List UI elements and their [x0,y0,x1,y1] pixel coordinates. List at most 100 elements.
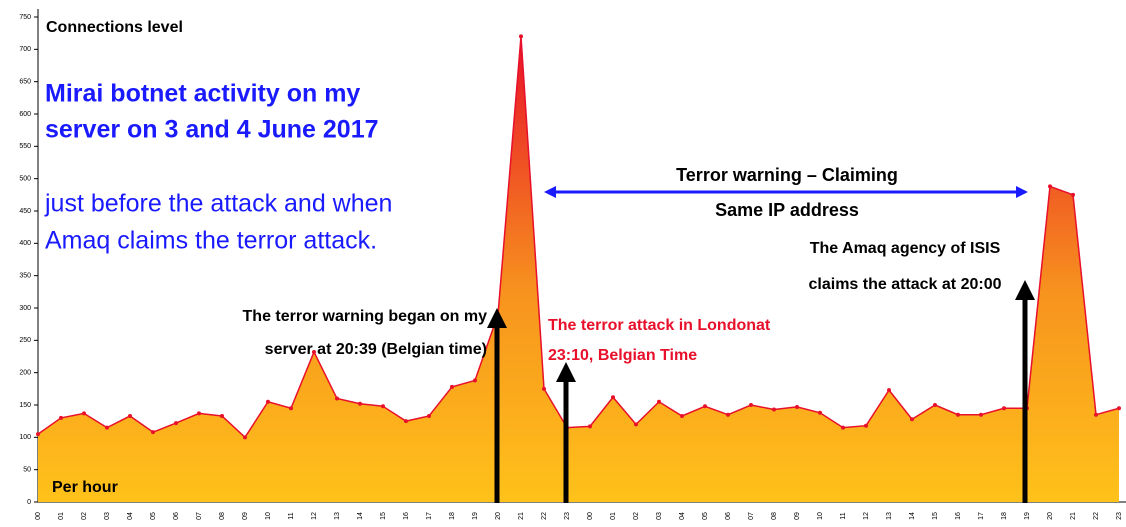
x-tick-label: 12 [311,512,318,520]
x-tick-label: 05 [150,512,157,520]
point [542,386,546,391]
x-tick-label: 06 [725,512,732,520]
x-tick-label: 09 [794,512,801,520]
point [36,432,40,437]
point [680,413,684,418]
chart-title: Connections level [46,19,183,36]
x-tick-label: 02 [81,512,88,520]
annotation: Same IP address [715,200,859,220]
x-tick-label: 03 [104,512,111,520]
annotation: Terror warning – Claiming [676,165,898,185]
point [82,411,86,416]
x-tick-label: 21 [518,512,525,520]
x-tick-label: 15 [380,512,387,520]
point [588,424,592,429]
y-tick-label: 250 [19,337,31,344]
x-tick-label: 14 [909,512,916,520]
point [174,421,178,426]
line [37,36,1120,439]
point [496,312,500,317]
x-tick-label: 11 [288,512,295,519]
x-tick-label: 16 [955,512,962,520]
point [818,410,822,415]
point [979,412,983,417]
annotation: Amaq claims the terror attack. [45,227,377,255]
x-tick-label: 21 [1070,512,1077,520]
x-tick-label: 23 [564,512,571,520]
x-axis-label: Per hour [52,479,118,496]
x-tick-label: 09 [242,512,249,520]
point [657,399,661,404]
annotation: just before the attack and when [44,190,392,218]
x-tick-label: 19 [472,512,479,520]
x-tick-label: 20 [1047,512,1054,520]
point [289,406,293,411]
point [335,396,339,401]
point [1071,192,1075,197]
x-tick-label: 10 [817,512,824,520]
point [519,34,523,39]
point [427,413,431,418]
x-tick-label: 12 [863,512,870,520]
point [312,349,316,354]
y-tick-label: 400 [19,240,31,247]
point [473,378,477,383]
x-tick-label: 22 [541,512,548,520]
annotation: The terror attack in Londonat [548,317,771,334]
point [1048,184,1052,189]
annotation: server at 20:39 (Belgian time) [265,341,487,358]
point [1094,412,1098,417]
y-tick-label: 650 [19,79,31,86]
x-tick-label: 06 [173,512,180,520]
point [634,422,638,427]
point [358,401,362,406]
annotation: claims the attack at 20:00 [809,276,1002,293]
point [772,407,776,412]
y-tick-label: 0 [27,499,31,506]
x-tick-label: 07 [748,512,755,520]
point [151,430,155,435]
annotation: The Amaq agency of ISIS [810,240,1001,257]
point [795,404,799,409]
annotation: 23:10, Belgian Time [548,347,697,364]
y-tick-label: 150 [19,402,31,409]
x-tick-label: 17 [978,512,985,520]
x-tick-label: 07 [196,512,203,520]
y-tick-label: 500 [19,176,31,183]
x-tick-label: 19 [1024,512,1031,520]
x-tick-label: 04 [127,512,134,520]
point [841,425,845,430]
x-tick-label: 00 [587,512,594,520]
y-tick-label: 100 [19,434,31,441]
x-tick-label: 15 [932,512,939,520]
x-tick-label: 02 [633,512,640,520]
annotation: The terror warning began on my [243,308,488,325]
x-tick-label: 23 [1116,512,1123,520]
point [105,425,109,430]
x-tick-label: 16 [403,512,410,520]
x-tick-label: 18 [449,512,456,520]
x-tick-label: 11 [840,512,847,519]
point [956,412,960,417]
point [1117,406,1121,411]
area [38,36,1119,503]
y-tick-label: 600 [19,111,31,118]
point [864,423,868,428]
x-tick-label: 14 [357,512,364,520]
point [611,395,615,400]
annotation: Mirai botnet activity on my [45,80,360,108]
x-tick-label: 03 [656,512,663,520]
point [749,403,753,407]
point [910,417,914,422]
x-tick-label: 04 [679,512,686,520]
overlay [487,186,1035,503]
point [1002,406,1006,411]
x-tick-label: 01 [58,512,65,520]
x-tick-label: 13 [886,512,893,520]
point [128,413,132,418]
point [933,403,937,407]
point [381,404,385,409]
point [197,411,201,416]
point [404,419,408,424]
